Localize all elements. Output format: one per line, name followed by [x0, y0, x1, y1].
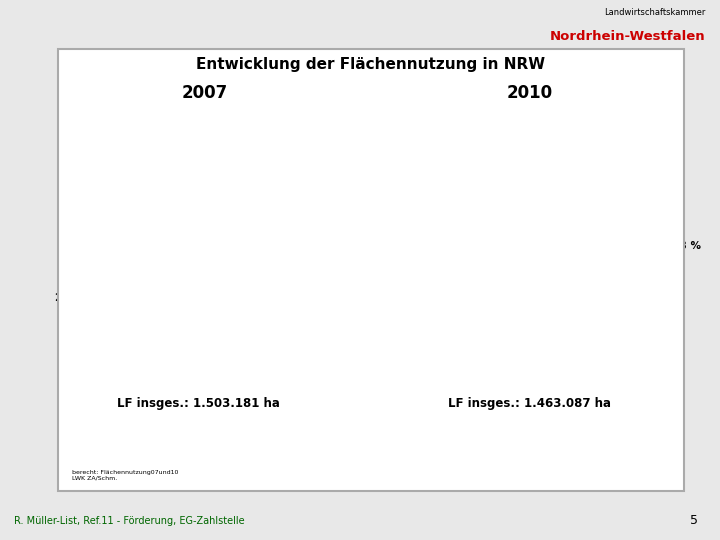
Text: LF insges.: 1.463.087 ha: LF insges.: 1.463.087 ha — [448, 397, 611, 410]
Text: 27,1 %: 27,1 % — [386, 190, 426, 200]
Polygon shape — [513, 336, 554, 365]
Text: 3,2 %: 3,2 % — [364, 290, 397, 300]
Text: Ölfrüchte: Ölfrüchte — [308, 420, 357, 430]
Text: 28,2 %: 28,2 % — [71, 195, 112, 205]
Text: 37,3 %: 37,3 % — [661, 241, 701, 251]
Polygon shape — [211, 184, 249, 259]
Text: 5,0 %: 5,0 % — [251, 355, 283, 366]
Polygon shape — [417, 180, 528, 269]
Polygon shape — [211, 189, 317, 327]
Polygon shape — [584, 265, 638, 354]
Bar — [460, 449, 490, 477]
Text: Entwicklung der Flächennutzung in NRW: Entwicklung der Flächennutzung in NRW — [197, 57, 545, 72]
Polygon shape — [107, 274, 112, 312]
Polygon shape — [259, 265, 317, 352]
Polygon shape — [105, 184, 211, 274]
Polygon shape — [417, 260, 418, 296]
Text: 15,3 %: 15,3 % — [86, 336, 126, 347]
Polygon shape — [228, 327, 259, 359]
Polygon shape — [185, 333, 228, 360]
Text: 4,2 %: 4,2 % — [529, 157, 562, 167]
Polygon shape — [105, 260, 107, 300]
Polygon shape — [418, 269, 423, 312]
Text: LF insges.: 1.503.181 ha: LF insges.: 1.503.181 ha — [117, 397, 279, 410]
Text: Landwirtschaftskammer: Landwirtschaftskammer — [604, 8, 706, 17]
Text: berecht: Flächennutzung07und10
LWK ZA/Schm.: berecht: Flächennutzung07und10 LWK ZA/Sc… — [72, 470, 179, 481]
Polygon shape — [107, 259, 211, 286]
Bar — [140, 449, 170, 477]
Text: 6,4 %: 6,4 % — [189, 360, 222, 370]
Polygon shape — [554, 327, 584, 362]
Bar — [140, 411, 170, 440]
Text: 5,9 %: 5,9 % — [218, 163, 251, 173]
Text: GA u. sonst. Fläche: GA u. sonst. Fläche — [495, 458, 595, 468]
Text: 17,6 %: 17,6 % — [402, 343, 442, 353]
Text: Getreide: Getreide — [175, 420, 220, 430]
Text: 36,6 %: 36,6 % — [339, 249, 379, 260]
Polygon shape — [423, 259, 528, 338]
Text: 2,6 %: 2,6 % — [55, 293, 88, 303]
Polygon shape — [528, 183, 639, 327]
Text: 2007: 2007 — [182, 84, 228, 102]
Text: sonst. Pfl. zur Grünernte: sonst. Pfl. zur Grünernte — [175, 458, 302, 468]
Polygon shape — [528, 180, 557, 259]
Text: Grünland: Grünland — [377, 458, 426, 468]
Polygon shape — [112, 286, 185, 357]
Bar — [343, 449, 372, 477]
Polygon shape — [185, 259, 228, 335]
Text: Nordrhein-Westfalen: Nordrhein-Westfalen — [550, 30, 706, 43]
Bar — [274, 411, 302, 440]
Polygon shape — [211, 259, 259, 334]
Text: 4,7 %: 4,7 % — [578, 358, 611, 368]
Polygon shape — [423, 285, 513, 364]
Text: 5,9 %: 5,9 % — [518, 365, 551, 375]
Text: 2010: 2010 — [506, 84, 552, 102]
Text: 5: 5 — [690, 514, 698, 526]
Text: Körner-/Silomais: Körner-/Silomais — [526, 420, 611, 430]
Bar — [492, 411, 521, 440]
Polygon shape — [528, 259, 584, 336]
Bar — [391, 411, 420, 440]
Text: R. Müller-List, Ref.11 - Förderung, EG-Zahlstelle: R. Müller-List, Ref.11 - Förderung, EG-Z… — [14, 516, 245, 526]
Polygon shape — [418, 259, 528, 285]
Polygon shape — [112, 259, 211, 333]
Text: Hackfrüchte: Hackfrüchte — [426, 420, 489, 430]
Polygon shape — [513, 259, 554, 339]
